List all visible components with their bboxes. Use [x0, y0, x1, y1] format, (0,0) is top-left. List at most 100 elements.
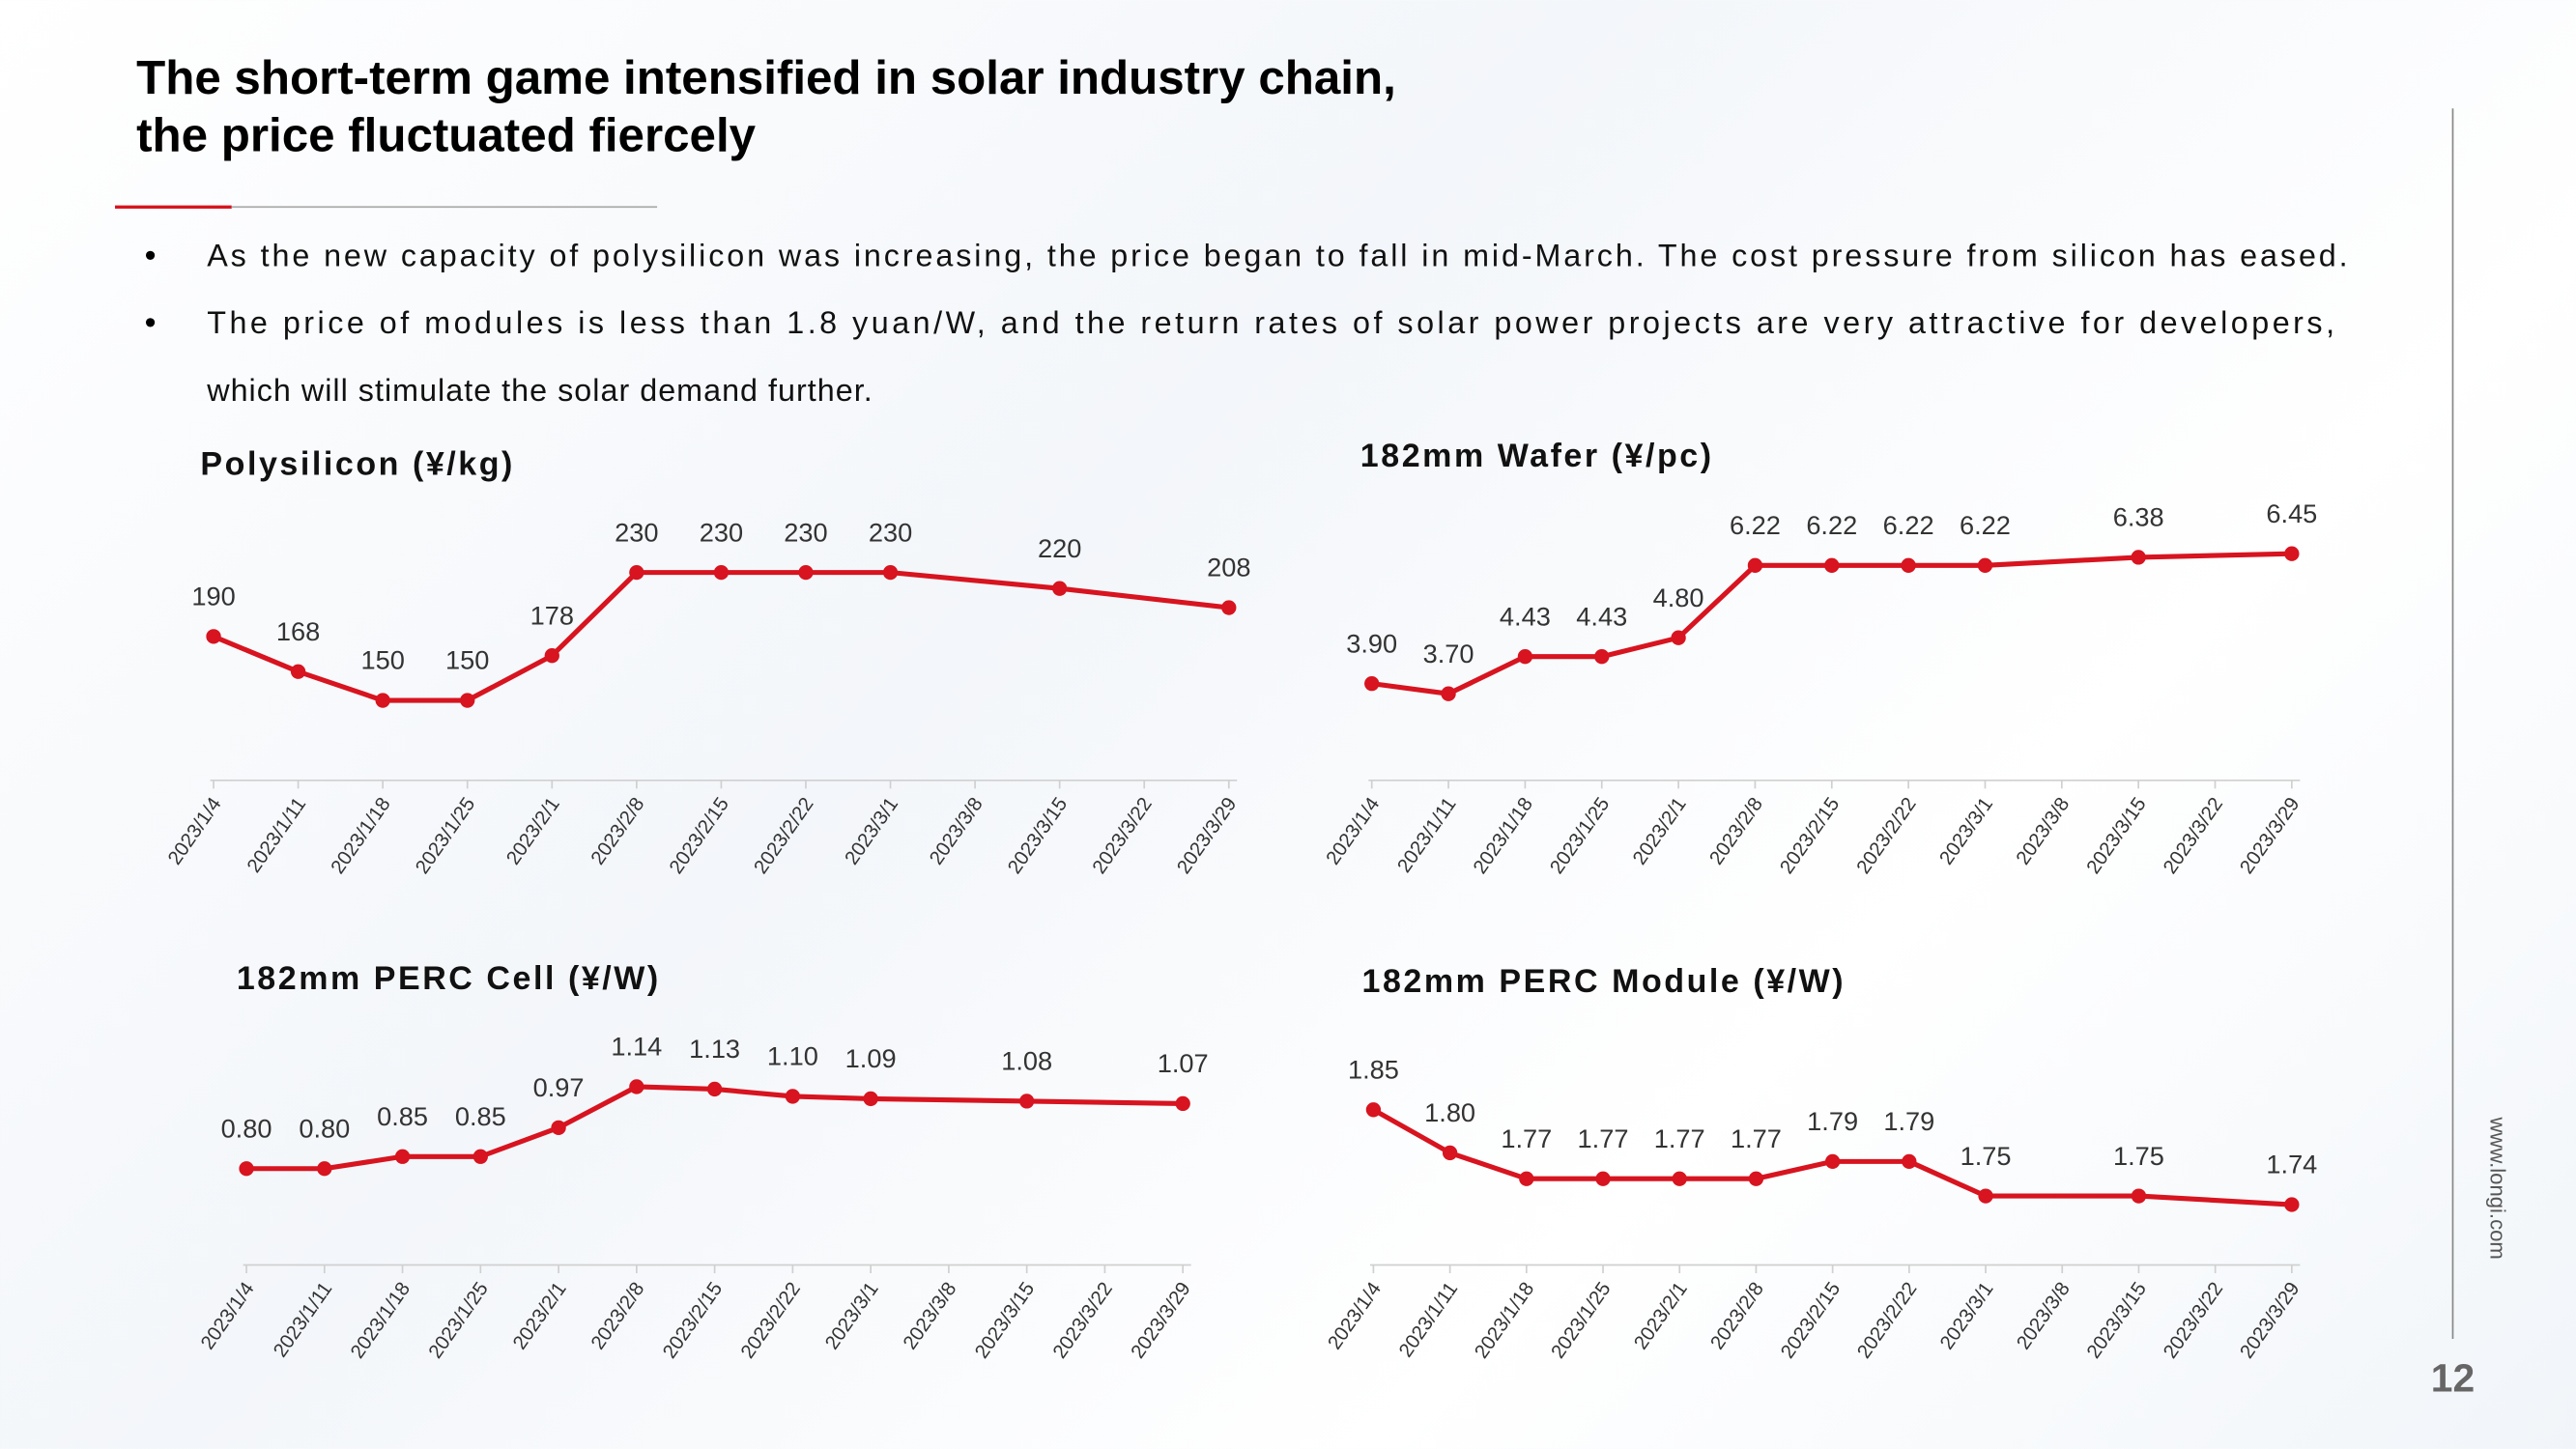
x-tick-label: 2023/1/25 — [425, 1279, 493, 1363]
value-label: 6.22 — [1960, 510, 2011, 540]
price-point — [1019, 1094, 1035, 1109]
bullet-text: As the new capacity of polysilicon was i… — [207, 239, 2349, 273]
price-point — [1901, 557, 1916, 573]
price-point — [1441, 686, 1456, 701]
site-url: www.longi.com — [2486, 1116, 2510, 1259]
price-point — [551, 1120, 566, 1135]
bullet-dot: • — [145, 238, 157, 274]
value-label: 3.90 — [1346, 628, 1397, 658]
price-line — [213, 570, 1230, 703]
price-point — [290, 664, 306, 679]
price-point — [706, 1081, 723, 1097]
x-tick-label: 2023/1/25 — [412, 794, 479, 878]
value-label: 1.74 — [2266, 1150, 2317, 1179]
price-point — [206, 629, 221, 644]
value-label: 6.22 — [1806, 510, 1857, 540]
x-tick-label: 2023/3/22 — [1089, 794, 1157, 878]
value-label: 1.07 — [1158, 1048, 1209, 1078]
x-tick-label: 2023/3/8 — [900, 1279, 961, 1354]
value-label: 1.77 — [1731, 1123, 1782, 1153]
price-point — [1365, 1102, 1382, 1118]
x-tick-label: 2023/2/22 — [1853, 1279, 1921, 1363]
price-point — [472, 1149, 488, 1164]
bullet-text: which will stimulate the solar demand fu… — [206, 373, 873, 408]
value-label: 150 — [445, 645, 489, 675]
value-label: 1.09 — [845, 1043, 897, 1073]
value-label: 230 — [869, 517, 912, 547]
x-tick-label: 2023/3/1 — [1936, 1279, 1998, 1354]
price-point — [2131, 550, 2146, 565]
price-point — [1824, 1153, 1841, 1170]
x-tick-label: 2023/1/4 — [164, 794, 226, 869]
x-tick-label: 2023/3/8 — [926, 794, 987, 869]
x-tick-label: 2023/1/25 — [1548, 1279, 1616, 1363]
x-tick-label: 2023/2/8 — [1706, 1279, 1768, 1354]
x-tick-label: 2023/1/11 — [1395, 1279, 1462, 1362]
bullet-text: The price of modules is less than 1.8 yu… — [207, 305, 2336, 340]
price-point — [2131, 1188, 2147, 1204]
price-point — [1977, 557, 1993, 573]
value-label: 0.97 — [533, 1072, 585, 1102]
x-tick-label: 2023/3/22 — [1049, 1279, 1117, 1363]
price-point — [629, 564, 644, 581]
value-label: 1.77 — [1501, 1123, 1552, 1153]
value-label: 0.85 — [455, 1101, 506, 1131]
x-tick-label: 2023/3/8 — [2013, 1279, 2075, 1354]
x-tick-label: 2023/3/8 — [2013, 794, 2075, 869]
value-label: 6.22 — [1883, 510, 1934, 540]
x-tick-label: 2023/3/1 — [842, 794, 903, 869]
value-label: 1.14 — [611, 1032, 662, 1062]
value-label: 3.70 — [1423, 639, 1474, 668]
x-tick-label: 2023/2/8 — [587, 1279, 649, 1354]
page-number: 12 — [2431, 1355, 2475, 1400]
x-tick-label: 2023/2/15 — [1777, 1279, 1845, 1363]
x-tick-label: 2023/3/15 — [2083, 1279, 2151, 1363]
x-tick-label: 2023/2/22 — [751, 794, 818, 878]
x-tick-label: 2023/1/4 — [1324, 1279, 1386, 1354]
price-point — [1671, 630, 1686, 645]
price-point — [544, 648, 559, 664]
x-tick-label: 2023/3/15 — [971, 1279, 1039, 1363]
x-tick-label: 2023/3/1 — [821, 1279, 883, 1354]
price-point — [1364, 676, 1380, 692]
price-point — [863, 1091, 878, 1107]
value-label: 4.43 — [1576, 601, 1627, 631]
x-tick-label: 2023/2/15 — [666, 794, 733, 878]
price-point — [2284, 1197, 2300, 1212]
price-point — [394, 1149, 411, 1164]
value-label: 4.43 — [1500, 601, 1551, 631]
price-point — [1747, 557, 1763, 573]
value-label: 190 — [191, 582, 235, 611]
price-point — [1902, 1153, 1917, 1170]
value-label: 6.22 — [1730, 510, 1781, 540]
price-point — [239, 1161, 254, 1177]
x-tick-label: 2023/3/29 — [1173, 794, 1241, 878]
title-line: the price fluctuated fiercely — [136, 108, 757, 161]
x-tick-label: 2023/3/29 — [2236, 1279, 2304, 1363]
x-tick-label: 2023/2/1 — [1630, 1279, 1692, 1354]
x-tick-label: 2023/3/22 — [2160, 1279, 2227, 1363]
x-tick-label: 2023/3/15 — [2083, 794, 2151, 878]
x-tick-label: 2023/1/11 — [243, 794, 310, 877]
price-point — [1442, 1145, 1458, 1161]
value-label: 1.08 — [1001, 1046, 1052, 1076]
value-label: 1.77 — [1654, 1123, 1705, 1153]
x-tick-label: 2023/2/1 — [509, 1279, 571, 1354]
price-point — [882, 564, 899, 581]
value-label: 220 — [1038, 533, 1081, 563]
x-tick-label: 2023/3/29 — [1128, 1279, 1195, 1363]
price-point — [1595, 1171, 1611, 1186]
x-tick-label: 2023/2/1 — [502, 794, 564, 869]
price-point — [1052, 581, 1068, 596]
price-point — [1594, 649, 1610, 665]
value-label: 168 — [276, 616, 320, 646]
value-label: 230 — [784, 517, 827, 547]
price-point — [785, 1089, 801, 1104]
value-label: 0.85 — [377, 1101, 428, 1131]
price-point — [1221, 600, 1237, 615]
price-point — [798, 564, 814, 581]
x-tick-label: 2023/2/15 — [659, 1279, 727, 1363]
title-line: The short-term game intensified in solar… — [136, 51, 1396, 104]
chart-title: Polysilicon (¥/kg) — [200, 445, 515, 482]
